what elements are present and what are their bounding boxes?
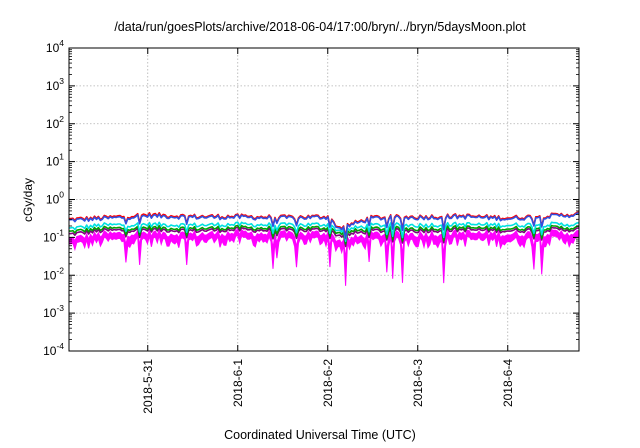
series-layer (68, 211, 580, 286)
x-tick-label: 2018-6-3 (411, 359, 425, 407)
y-tick-label: 103 (46, 76, 64, 93)
x-tick-label: 2018-5-31 (141, 359, 155, 414)
y-tick-label: 10-3 (43, 303, 64, 320)
y-tick-label: 10-1 (43, 227, 64, 244)
series-line-3 (68, 221, 579, 243)
y-tick-label: 10-2 (43, 265, 64, 282)
series-line-2 (69, 224, 579, 245)
plot-frame (68, 47, 580, 352)
x-tick-label: 2018-6-4 (501, 359, 515, 407)
series-line-5 (69, 212, 580, 240)
x-axis-ticks: 2018-5-31 2018-6-1 2018-6-2 2018-6-3 2018-6-… (141, 48, 515, 414)
y-axis-ticks: 10-4 10-3 10-2 10-1 100 101 102 103 104 (43, 38, 579, 358)
grid-lines (69, 48, 579, 351)
x-axis-label: Coordinated Universal Time (UTC) (224, 428, 416, 442)
series-line-1 (68, 226, 579, 248)
y-tick-label: 104 (46, 38, 64, 55)
series-band-0 (68, 228, 580, 286)
y-tick-label: 10-4 (43, 341, 64, 358)
y-axis-label: cGy/day (21, 178, 35, 222)
x-tick-label: 2018-6-1 (231, 359, 245, 407)
y-tick-label: 100 (46, 190, 64, 207)
x-tick-label: 2018-6-2 (321, 359, 335, 407)
y-tick-label: 101 (46, 152, 64, 169)
y-tick-label: 102 (46, 114, 64, 131)
chart-title: /data/run/goesPlots/archive/2018-06-04/1… (114, 20, 526, 34)
